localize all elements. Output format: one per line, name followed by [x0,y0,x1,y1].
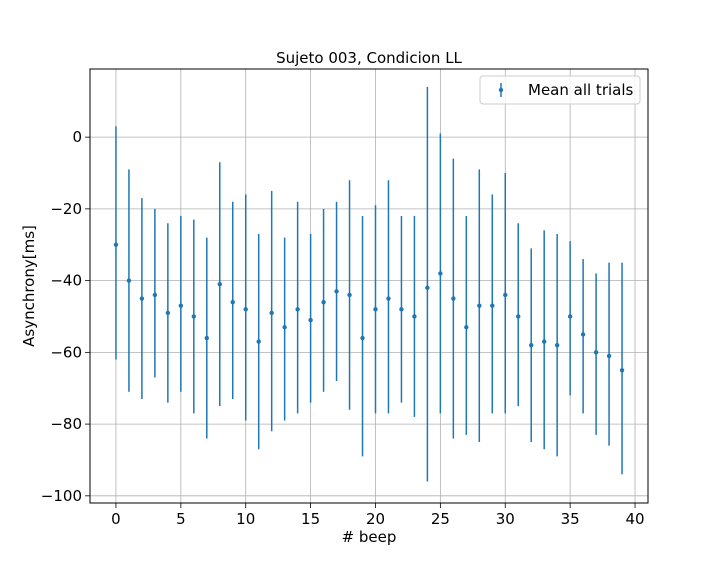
data-point [386,296,391,301]
data-point [321,299,326,305]
data-point [360,335,365,341]
y-tick-label: 0 [72,128,82,146]
data-point [243,307,248,312]
data-point [113,242,119,247]
data-point [256,339,261,344]
data-point [191,314,197,319]
data-point [593,350,599,355]
y-tick-label: −80 [50,415,82,433]
data-point [451,296,456,301]
data-point [282,325,287,330]
data-point [425,285,430,290]
data-point [580,332,586,337]
x-tick-label: 5 [176,510,186,528]
x-tick-label: 0 [111,510,121,528]
x-tick-label: 15 [301,510,320,528]
data-point [541,339,547,344]
data-point [165,310,171,316]
x-tick-label: 25 [431,510,450,528]
legend-marker-dot [498,87,504,93]
data-point [217,282,222,287]
data-point [373,307,378,312]
data-point [490,303,495,308]
plot-frame [89,68,649,504]
x-tick-label: 30 [496,510,515,528]
y-tick-label: −40 [50,272,82,290]
grid [90,69,648,503]
data-point [567,314,573,319]
data-point [516,314,521,319]
data-point [619,368,625,373]
data-point [477,303,482,308]
data-point [126,278,132,283]
data-point [503,292,508,298]
y-tick-label: −20 [50,200,82,218]
data-point [334,289,339,294]
x-tick-label: 10 [236,510,255,528]
x-tick-label: 35 [561,510,580,528]
data-point [308,317,313,323]
data-point [204,335,209,341]
y-tick-label: −100 [41,487,82,505]
y-axis-label: Asynchrony[ms] [20,225,38,347]
data-point [438,271,443,276]
data-point [230,299,235,305]
data-point [412,314,417,319]
data-point [269,310,274,316]
x-tick-label: 40 [625,510,644,528]
legend-entry-mean-all-trials: Mean all trials [528,81,634,99]
data-point [529,342,534,348]
data-layer [113,86,625,482]
data-point [139,296,145,301]
x-tick-label: 20 [366,510,385,528]
legend-box [479,75,641,105]
legend: Mean all trials [479,75,641,105]
ticks: 0 5 10 15 20 25 30 35 40 0 −20 −40 −60 −80 −100 [41,128,645,528]
data-point [554,342,560,348]
data-point [178,303,184,308]
data-point [606,353,612,359]
y-tick-label: −60 [50,343,82,361]
data-point [295,307,300,312]
data-point [464,325,469,330]
data-point [399,307,404,312]
x-axis-label: # beep [342,528,397,546]
data-point [152,292,158,298]
data-point [347,292,352,298]
chart-title: Sujeto 003, Condicion LL [276,49,462,67]
